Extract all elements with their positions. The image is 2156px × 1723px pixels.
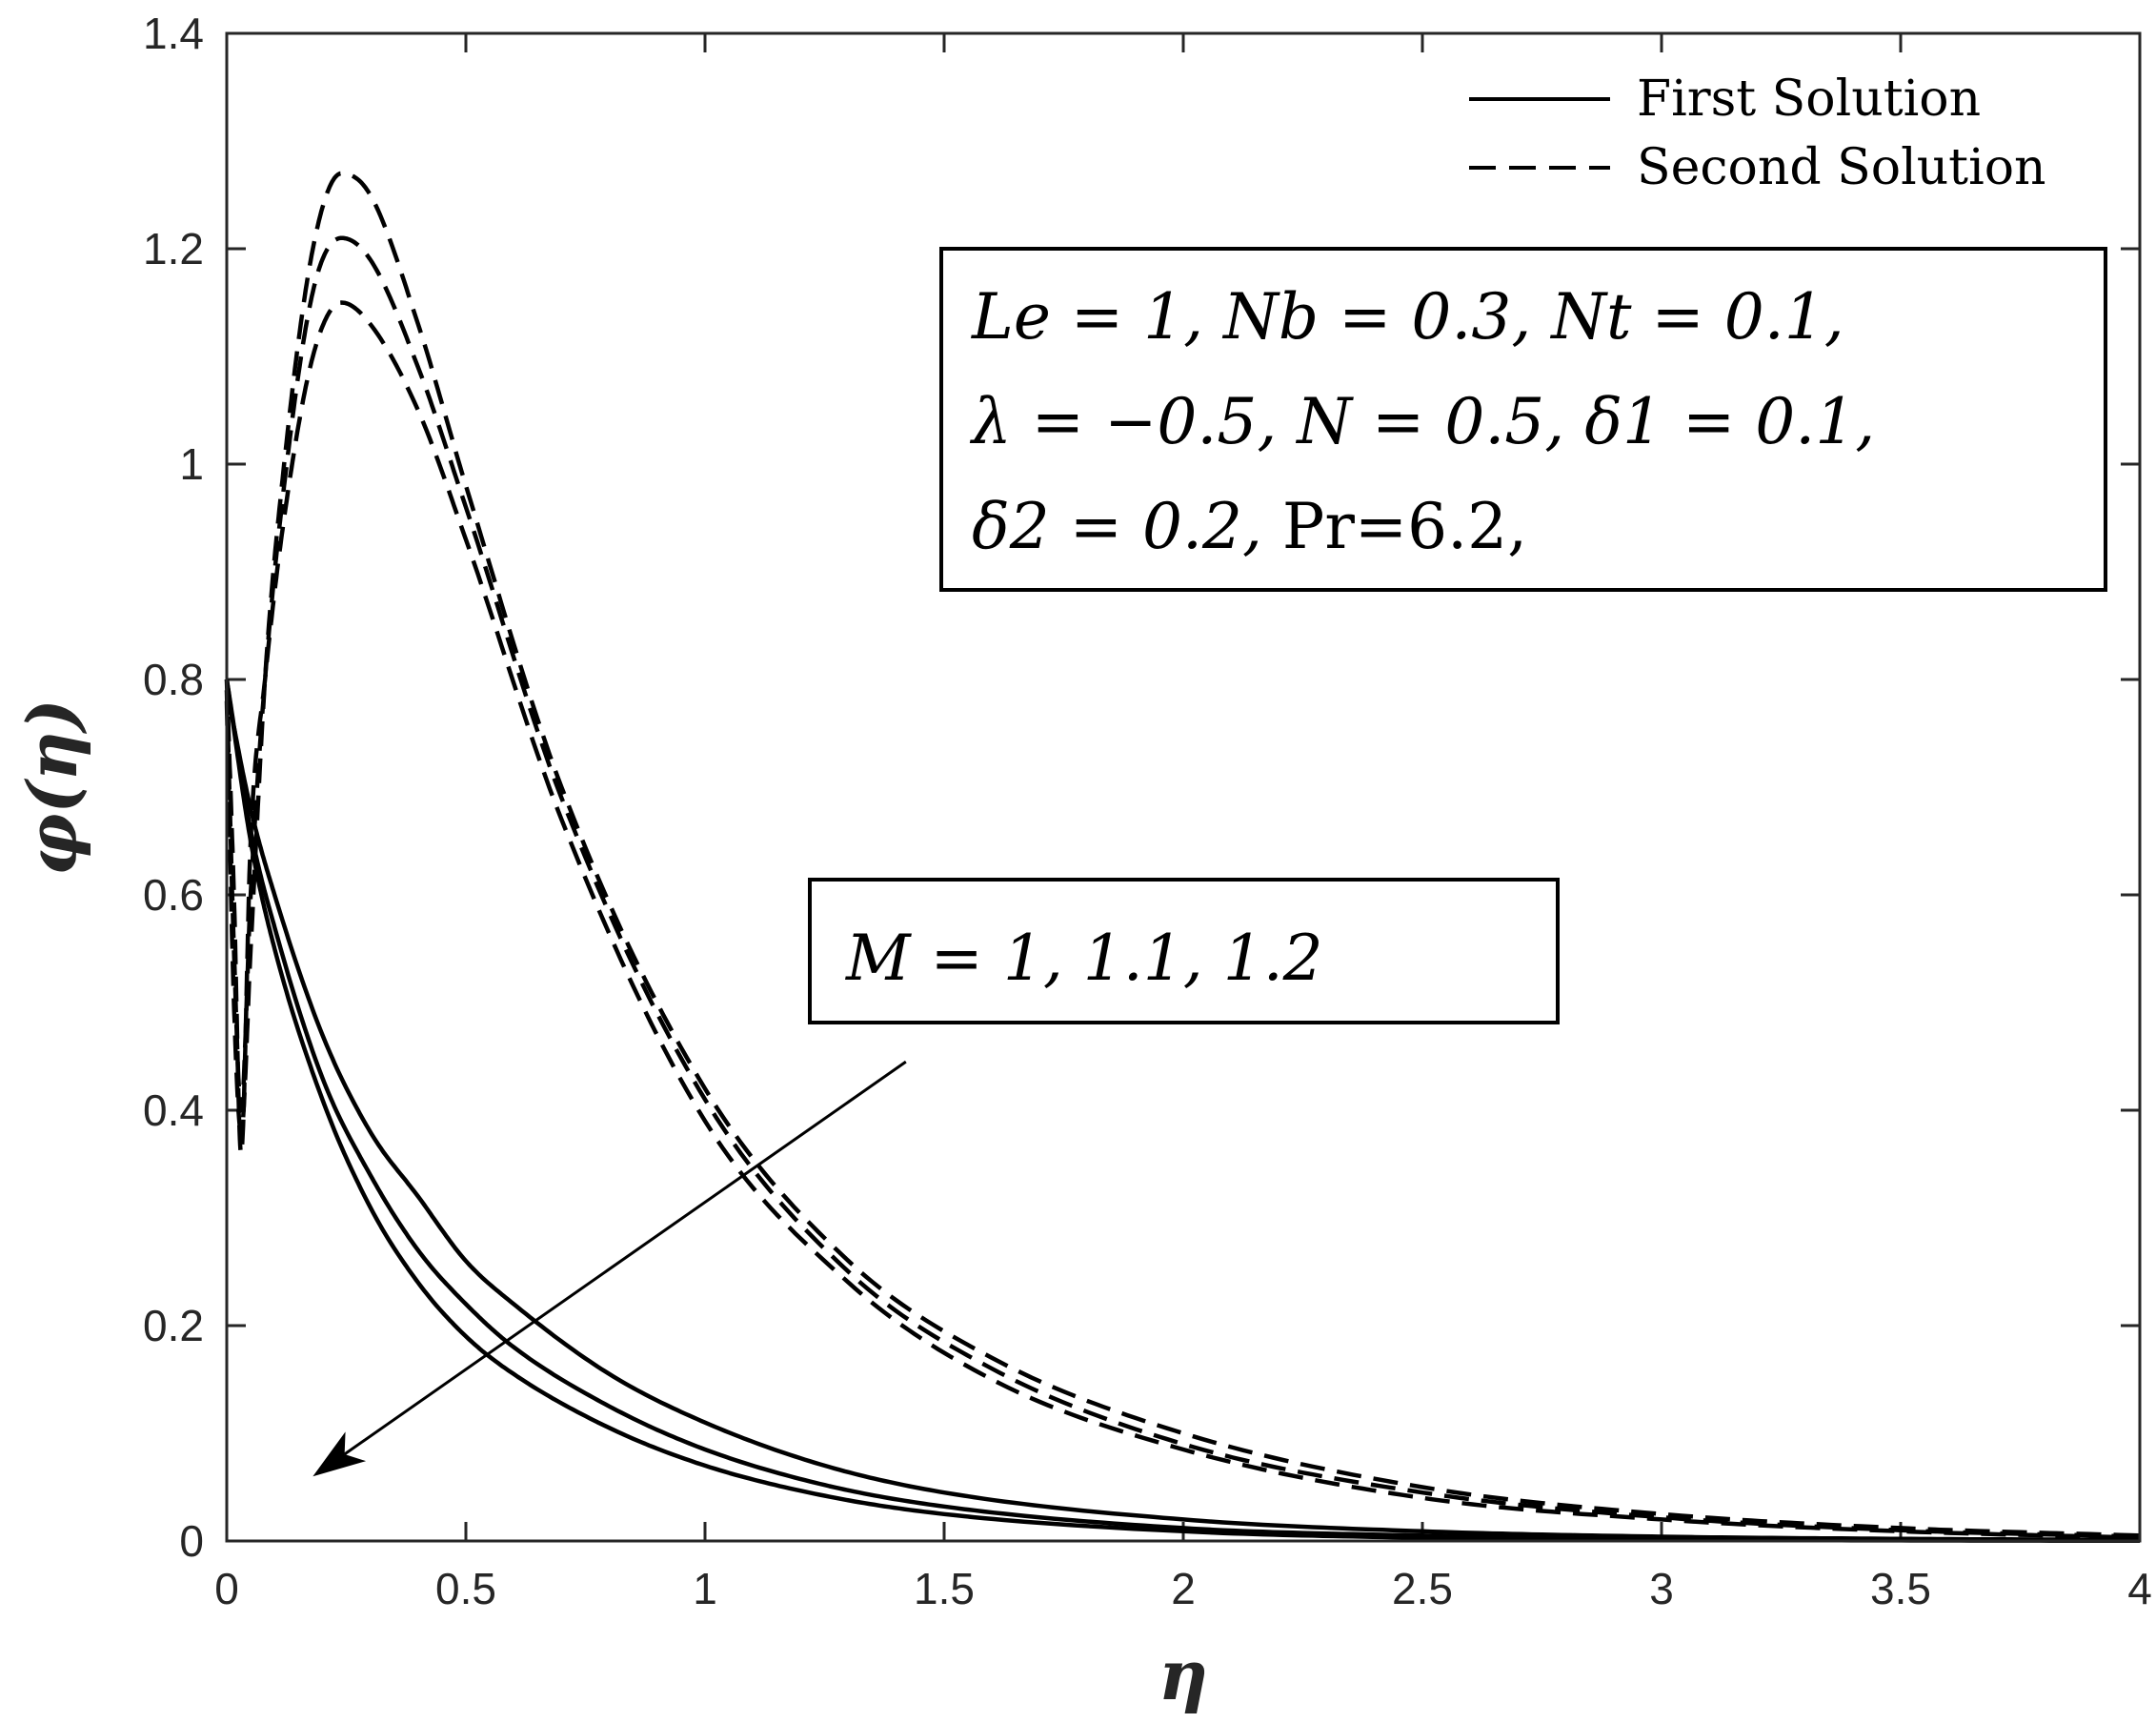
ticks-layer: 0 0.5 1 1.5 2 2.5 3 3.5 4 0 0.2 0.4 0.6 0.8 1 1.2 1.4 xyxy=(143,9,2152,1613)
legend-label-first-solution: First Solution xyxy=(1637,71,1981,128)
parameter-line-3a: δ2 = 0.2, xyxy=(972,490,1282,563)
y-tick-label: 0 xyxy=(179,1516,204,1566)
arrow-shaft xyxy=(343,1060,907,1456)
plot-area-frame xyxy=(225,31,2142,1543)
series-line-second-solution-m-1-2 xyxy=(224,300,2141,1540)
y-tick-label: 0.6 xyxy=(143,870,204,920)
parameter-line-1: Le = 1, Nb = 0.3, Nt = 0.1, xyxy=(971,280,1844,354)
x-tick-label: 0 xyxy=(214,1564,239,1613)
y-tick-label: 0.8 xyxy=(143,655,204,704)
x-tick-label: 3.5 xyxy=(1870,1564,1931,1613)
x-tick-label: 1.5 xyxy=(914,1564,975,1613)
m-label-box xyxy=(808,878,1560,1024)
parameter-box xyxy=(939,247,2107,592)
m-label-text: M = 1, 1.1, 1.2 xyxy=(845,922,1323,995)
series-line-first-solution-m-1-2 xyxy=(224,679,2140,1544)
y-tick-label: 1.2 xyxy=(143,224,204,274)
x-tick-label: 1 xyxy=(693,1564,717,1613)
x-tick-label: 2.5 xyxy=(1392,1564,1453,1613)
parameter-line-3: δ2 = 0.2, Pr=6.2, xyxy=(972,490,1527,563)
series-line-first-solution-m-1-1 xyxy=(224,679,2140,1543)
x-tick-label: 2 xyxy=(1171,1564,1196,1613)
y-axis-label: φ(η) xyxy=(11,699,92,876)
series-line-first-solution-m-1 xyxy=(224,689,2141,1543)
parameter-annotation: Le = 1, Nb = 0.3, Nt = 0.1, λ = −0.5, N … xyxy=(939,247,2107,592)
series-layer xyxy=(224,171,2141,1544)
m-annotation: M = 1, 1.1, 1.2 xyxy=(808,878,1560,1024)
y-tick-label: 0.2 xyxy=(143,1301,204,1350)
x-axis-label: η xyxy=(1159,1634,1208,1715)
y-tick-label: 0.4 xyxy=(143,1085,204,1135)
x-tick-label: 0.5 xyxy=(435,1564,496,1613)
series-line-second-solution-m-1 xyxy=(224,171,2141,1538)
parameter-line-3b: Pr=6.2, xyxy=(1282,490,1527,563)
arrow-head xyxy=(312,1431,367,1477)
parameter-line-2: λ = −0.5, N = 0.5, δ1 = 0.1, xyxy=(969,385,1875,458)
x-tick-label: 3 xyxy=(1649,1564,1674,1613)
y-tick-label: 1.4 xyxy=(143,9,204,58)
x-tick-label: 4 xyxy=(2127,1564,2152,1613)
legend-label-second-solution: Second Solution xyxy=(1637,139,2046,196)
y-tick-label: 1 xyxy=(179,439,204,489)
legend: First Solution Second Solution xyxy=(1469,71,2046,196)
series-line-second-solution-m-1-1 xyxy=(224,235,2141,1539)
arrow-layer xyxy=(312,1060,907,1477)
